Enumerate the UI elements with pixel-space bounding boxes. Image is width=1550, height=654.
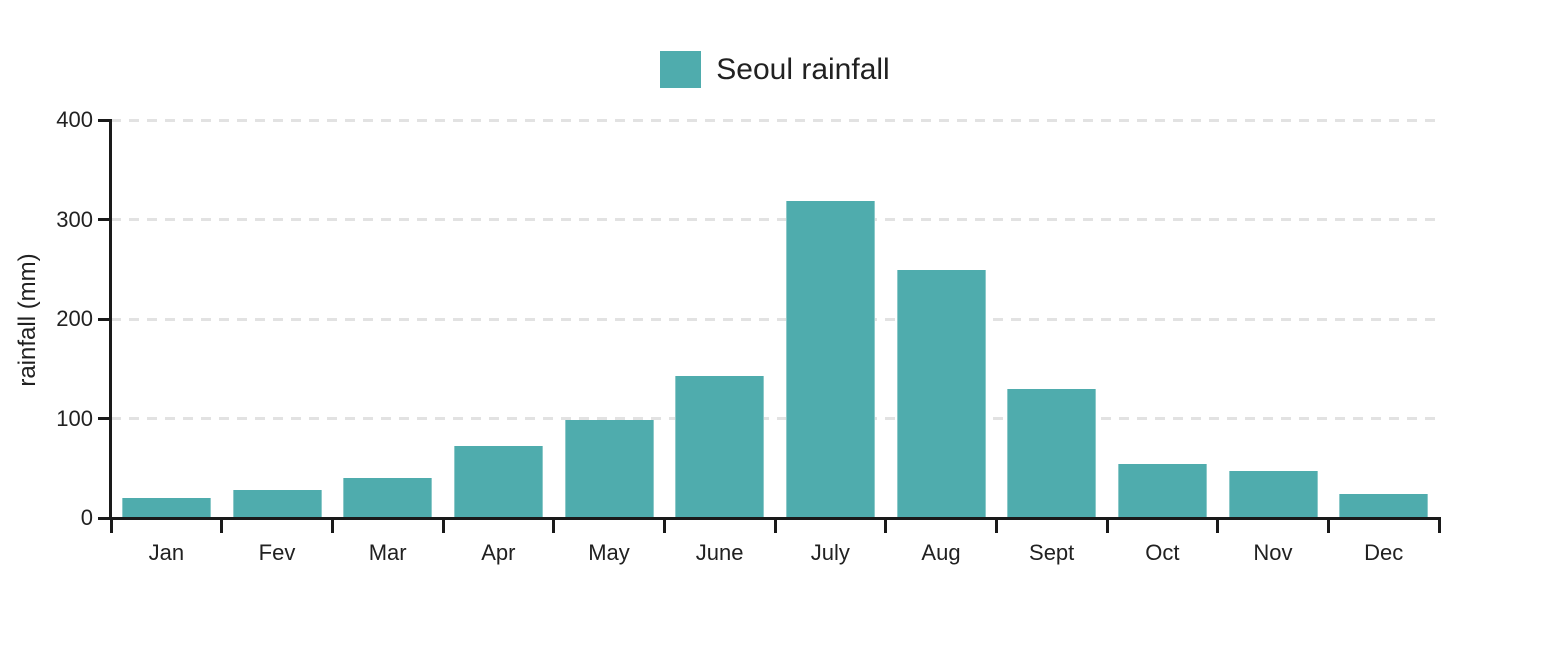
bar-aug — [896, 270, 986, 518]
y-axis-tick — [98, 218, 109, 221]
gridline-200 — [111, 317, 1439, 321]
bar-june — [675, 375, 765, 518]
x-category-label-fev: Fev — [258, 540, 296, 565]
y-axis-tick — [98, 417, 109, 420]
x-category-label-july: July — [810, 540, 850, 565]
gridline-100 — [111, 417, 1439, 420]
y-axis-tick — [98, 118, 109, 122]
x-axis-tick — [330, 520, 334, 533]
x-category-label-mar: Mar — [368, 540, 407, 565]
x-category-label-jan: Jan — [148, 540, 185, 565]
y-axis-tick — [98, 516, 109, 520]
x-axis-tick — [1326, 520, 1330, 533]
y-axis-tick-label: 0 — [80, 505, 93, 530]
x-category-label-may: May — [588, 540, 630, 565]
bar-mar — [343, 478, 433, 518]
x-axis-tick — [773, 520, 777, 533]
x-axis-tick — [1216, 520, 1220, 533]
gridline-400 — [111, 118, 1439, 122]
y-axis-tick — [98, 317, 109, 321]
x-category-label-sept: Sept — [1029, 540, 1075, 565]
legend[interactable]: Seoul rainfall — [0, 51, 1550, 88]
bar-jan — [121, 498, 211, 518]
bar-july — [785, 200, 875, 518]
x-category-label-nov: Nov — [1253, 540, 1293, 565]
y-axis-tick-label: 200 — [56, 306, 93, 331]
bar-may — [564, 420, 654, 518]
legend-label[interactable]: Seoul rainfall — [716, 53, 890, 86]
x-axis-tick — [662, 520, 666, 533]
bar-nov — [1228, 471, 1318, 518]
bar-dec — [1339, 494, 1429, 518]
x-axis-tick — [1437, 520, 1441, 533]
y-axis-tick-label: 400 — [56, 107, 93, 132]
x-category-label-oct: Oct — [1145, 540, 1180, 565]
bar-fev — [232, 490, 322, 518]
x-category-label-aug: Aug — [921, 540, 961, 565]
x-axis-tick — [994, 520, 998, 533]
y-axis-line — [109, 119, 112, 520]
x-axis-line — [109, 517, 1441, 520]
y-axis-tick-label: 300 — [56, 206, 93, 232]
x-axis-tick — [441, 520, 445, 533]
bar-apr — [453, 446, 543, 518]
bar-sept — [1007, 388, 1097, 518]
x-axis-tick — [109, 520, 113, 533]
x-category-label-june: June — [695, 540, 744, 565]
x-category-label-dec: Dec — [1364, 540, 1404, 565]
bar-oct — [1117, 464, 1207, 518]
legend-swatch[interactable] — [660, 51, 702, 88]
x-category-label-apr: Apr — [481, 540, 516, 565]
gridline-300 — [111, 218, 1439, 221]
x-axis-tick — [220, 520, 224, 533]
y-axis-tick-label: 100 — [56, 405, 93, 431]
x-axis-tick — [552, 520, 556, 533]
x-axis-tick — [1105, 520, 1109, 533]
x-axis-tick — [884, 520, 888, 533]
